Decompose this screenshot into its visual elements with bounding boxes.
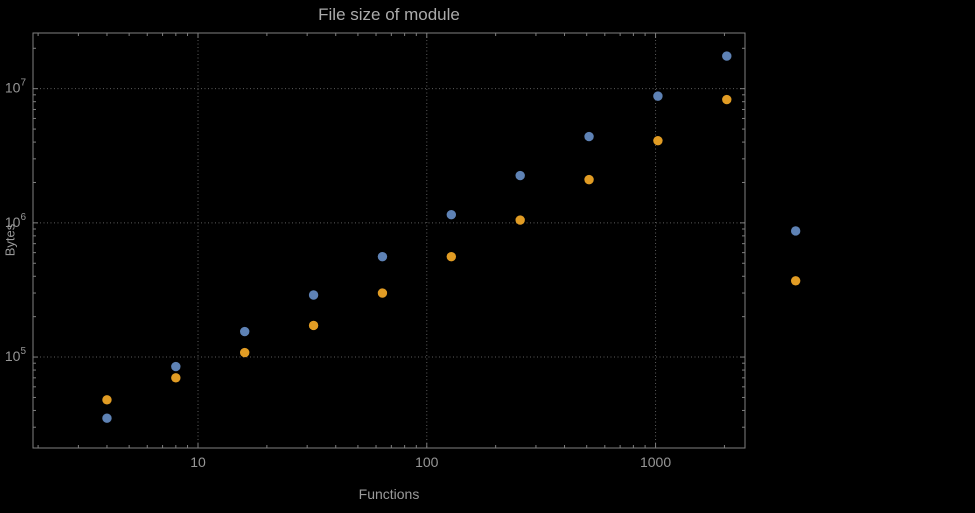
- data-point-series-1: [308, 290, 319, 300]
- data-point-series-2: [790, 276, 801, 286]
- data-point-series-2: [722, 94, 732, 105]
- data-point-series-1: [446, 210, 457, 220]
- data-point-series-1: [722, 51, 732, 61]
- data-point-series-2: [515, 215, 525, 225]
- data-point-series-1: [240, 326, 250, 337]
- y-tick-label: 106: [5, 212, 27, 230]
- chart-title: File size of module: [318, 5, 460, 24]
- data-point-series-2: [446, 251, 457, 262]
- y-tick-label: 105: [5, 346, 27, 364]
- data-point-series-2: [308, 320, 319, 331]
- data-point-series-2: [171, 373, 181, 383]
- data-point-series-1: [653, 91, 663, 101]
- data-point-series-2: [377, 288, 388, 298]
- data-point-series-1: [584, 131, 594, 142]
- data-point-series-1: [102, 413, 112, 423]
- data-point-series-1: [515, 170, 525, 181]
- x-tick-label: 1000: [640, 454, 671, 470]
- data-point-series-2: [653, 135, 663, 146]
- data-point-series-2: [102, 395, 112, 405]
- data-point-series-1: [377, 251, 388, 262]
- x-axis-label: Functions: [358, 486, 420, 502]
- data-point-series-1: [171, 361, 181, 372]
- x-tick-label: 100: [415, 454, 439, 470]
- data-point-series-2: [240, 347, 250, 358]
- plot-frame: [32, 32, 746, 449]
- data-point-series-2: [584, 174, 594, 185]
- x-tick-label: 10: [190, 454, 206, 470]
- data-point-series-1: [790, 226, 801, 236]
- y-tick-label: 107: [5, 78, 27, 96]
